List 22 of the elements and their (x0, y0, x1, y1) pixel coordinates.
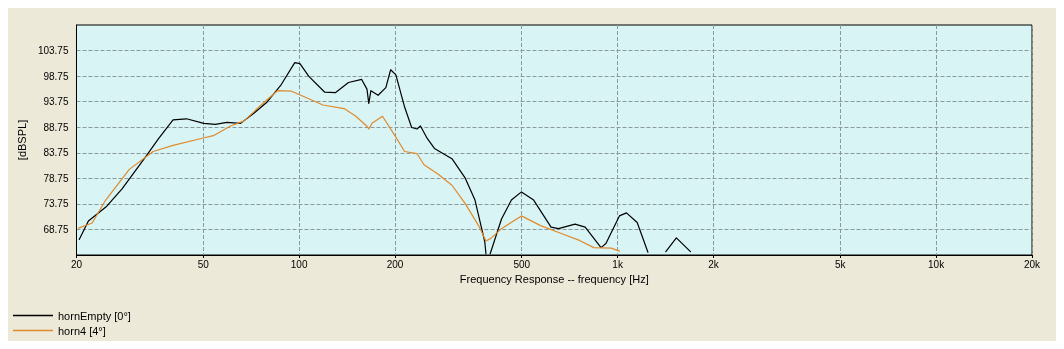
x-tick-label: 10k (928, 258, 946, 270)
y-tick-label: 78.75 (43, 172, 69, 184)
x-tick-label: 20 (70, 258, 83, 270)
y-tick-label: 68.75 (43, 223, 69, 235)
x-tick-label: 100 (290, 258, 308, 270)
legend-label: hornEmpty [0°] (58, 309, 131, 322)
y-tick-label: 103.75 (37, 45, 69, 57)
x-tick-label: 50 (197, 258, 210, 270)
x-tick-label: 20k (1023, 258, 1042, 270)
y-axis-title: [dBSPL] (15, 119, 28, 161)
x-tick-label: 500 (513, 258, 531, 270)
x-tick-label: 2k (708, 258, 720, 270)
y-tick-label: 88.75 (43, 121, 69, 133)
y-tick-label: 93.75 (43, 96, 69, 108)
x-tick-label: 1k (612, 258, 624, 270)
y-tick-label: 73.75 (43, 198, 69, 210)
legend-label: horn4 [4°] (58, 324, 106, 337)
x-tick-label: 200 (386, 258, 404, 270)
y-tick-label: 98.75 (43, 70, 69, 82)
x-tick-label: 5k (834, 258, 847, 270)
x-axis-title: Frequency Response -- frequency [Hz] (459, 273, 649, 286)
y-tick-label: 83.75 (43, 147, 69, 159)
